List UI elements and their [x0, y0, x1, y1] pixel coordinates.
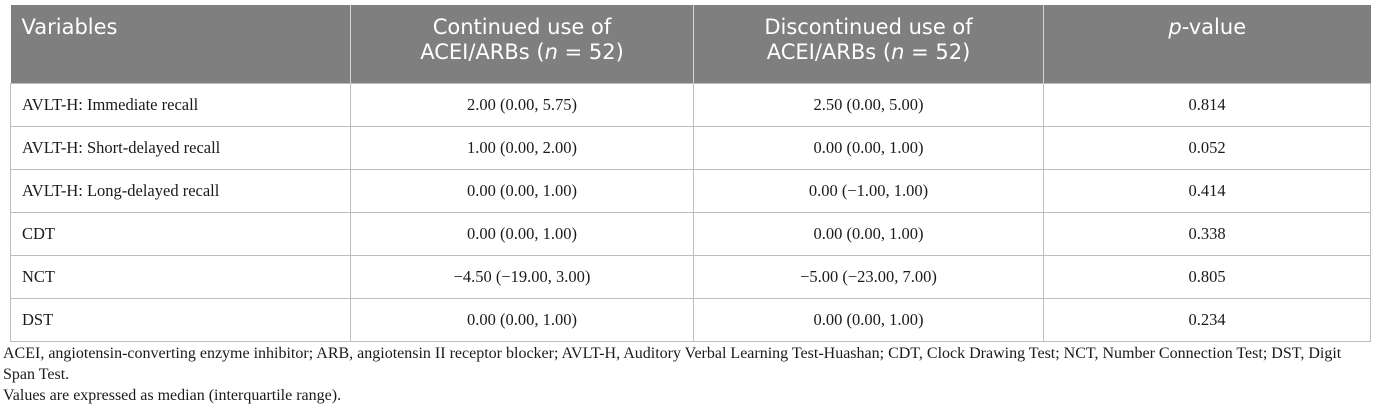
- cell-discontinued: 0.00 (0.00, 1.00): [693, 211, 1044, 256]
- cell-variable: AVLT-H: Short-delayed recall: [10, 125, 351, 170]
- header-p-italic: p: [1168, 15, 1182, 39]
- header-discontinued-count: = 52): [904, 40, 971, 64]
- cell-variable: AVLT-H: Long-delayed recall: [10, 168, 351, 213]
- header-discontinued-line2: ACEI/ARBs (n = 52): [702, 40, 1035, 65]
- cell-continued: 2.00 (0.00, 5.75): [350, 82, 694, 127]
- cell-p-value: 0.414: [1043, 168, 1371, 213]
- header-discontinued-text: ACEI/ARBs (: [766, 40, 892, 64]
- cell-p-value: 0.805: [1043, 254, 1371, 299]
- cell-discontinued: 0.00 (0.00, 1.00): [693, 297, 1044, 342]
- cell-continued: 0.00 (0.00, 1.00): [350, 168, 694, 213]
- header-continued-count: = 52): [557, 40, 624, 64]
- cell-variable: CDT: [10, 211, 351, 256]
- cell-variable: DST: [10, 297, 351, 342]
- header-variables: Variables: [11, 5, 351, 83]
- header-discontinued-n: n: [891, 40, 905, 64]
- header-continued-n: n: [544, 40, 558, 64]
- cell-continued: 0.00 (0.00, 1.00): [350, 211, 694, 256]
- cell-discontinued: 0.00 (−1.00, 1.00): [693, 168, 1044, 213]
- header-row: Variables Continued use of ACEI/ARBs (n …: [10, 5, 1371, 83]
- header-continued-text: ACEI/ARBs (: [420, 40, 545, 64]
- cell-variable: NCT: [10, 254, 351, 299]
- header-continued: Continued use of ACEI/ARBs (n = 52): [350, 5, 694, 83]
- table-body: AVLT-H: Immediate recall 2.00 (0.00, 5.75…: [10, 82, 1371, 342]
- cell-discontinued: 2.50 (0.00, 5.00): [693, 82, 1044, 127]
- cell-variable: AVLT-H: Immediate recall: [10, 82, 351, 127]
- cell-continued: 0.00 (0.00, 1.00): [350, 297, 694, 342]
- table-footnotes: ACEI, angiotensin-converting enzyme inhi…: [3, 343, 1371, 406]
- cell-discontinued: −5.00 (−23.00, 7.00): [693, 254, 1044, 299]
- table-header: Variables Continued use of ACEI/ARBs (n …: [10, 5, 1371, 83]
- cell-p-value: 0.338: [1043, 211, 1371, 256]
- cell-p-value: 0.234: [1043, 297, 1371, 342]
- header-continued-line1: Continued use of: [432, 15, 612, 39]
- header-discontinued-line1: Discontinued use of: [764, 15, 973, 39]
- cell-p-value: 0.814: [1043, 82, 1371, 127]
- table-row: CDT 0.00 (0.00, 1.00) 0.00 (0.00, 1.00) 0.3…: [10, 211, 1371, 256]
- header-p-tail: -value: [1181, 15, 1247, 39]
- cell-discontinued: 0.00 (0.00, 1.00): [693, 125, 1044, 170]
- table-row: DST 0.00 (0.00, 1.00) 0.00 (0.00, 1.00) 0.2…: [10, 297, 1371, 342]
- table-row: AVLT-H: Long-delayed recall 0.00 (0.00, 1…: [10, 168, 1371, 213]
- header-variables-label: Variables: [21, 15, 118, 39]
- table-row: AVLT-H: Short-delayed recall 1.00 (0.00, …: [10, 125, 1371, 170]
- header-discontinued: Discontinued use of ACEI/ARBs (n = 52): [693, 5, 1044, 83]
- cell-continued: 1.00 (0.00, 2.00): [350, 125, 694, 170]
- header-continued-line2: ACEI/ARBs (n = 52): [359, 40, 685, 65]
- table-row: AVLT-H: Immediate recall 2.00 (0.00, 5.75…: [10, 82, 1371, 127]
- footnote-abbreviations: ACEI, angiotensin-converting enzyme inhi…: [3, 345, 1342, 383]
- table-row: NCT −4.50 (−19.00, 3.00) −5.00 (−23.00, 7.…: [10, 254, 1371, 299]
- results-table-container: Variables Continued use of ACEI/ARBs (n …: [10, 5, 1371, 342]
- header-p-value: p-value: [1043, 5, 1371, 83]
- results-table: Variables Continued use of ACEI/ARBs (n …: [10, 5, 1371, 342]
- cell-continued: −4.50 (−19.00, 3.00): [350, 254, 694, 299]
- cell-p-value: 0.052: [1043, 125, 1371, 170]
- footnote-values-note: Values are expressed as median (interqua…: [3, 387, 342, 404]
